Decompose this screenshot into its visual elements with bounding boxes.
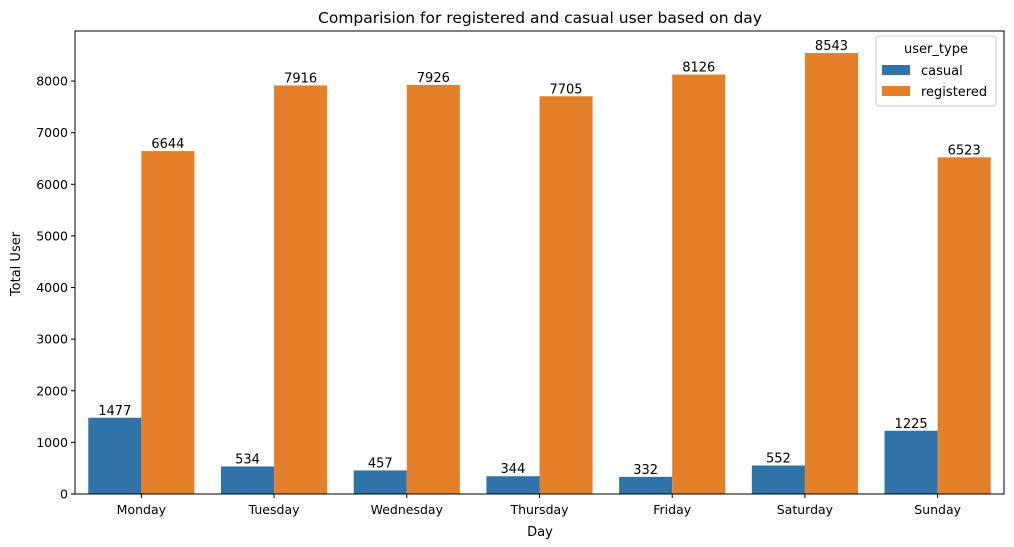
x-tick-label: Tuesday [248,502,300,517]
y-tick-label: 5000 [36,228,68,243]
chart-title: Comparision for registered and casual us… [318,9,762,27]
x-tick-label: Saturday [777,502,834,517]
legend-label-registered: registered [921,85,987,100]
x-tick-label: Thursday [509,502,569,517]
bar-value-label: 6523 [948,143,981,158]
y-tick-label: 8000 [36,74,68,89]
bar-casual-thursday [486,476,540,494]
bar-value-label: 552 [766,452,791,467]
bar-value-label: 332 [633,463,658,478]
bar-value-label: 1225 [895,417,928,432]
bar-casual-tuesday [220,466,275,494]
bar-value-label: 457 [368,456,393,471]
y-tick-label: 2000 [36,383,68,398]
bar-casual-sunday [884,430,938,494]
x-axis-title: Day [527,525,553,540]
bar-registered-friday [672,74,726,494]
x-tick-label: Wednesday [371,502,444,517]
legend-title: user_type [904,42,968,57]
legend-swatch-registered [882,86,910,96]
bar-value-label: 8543 [815,39,848,54]
bar-value-label: 6644 [151,137,184,152]
y-tick-label: 0 [60,487,68,502]
x-tick-label: Friday [653,502,691,517]
bar-registered-saturday [804,53,859,494]
bar-casual-monday [88,417,142,494]
x-tick-label: Monday [117,502,167,517]
plot-area: 1477 534 457 344 332 552 1225 6644 7916 7926 7705 8… [36,30,1005,517]
bar-registered-sunday [937,157,991,494]
bar-casual-saturday [751,465,805,494]
y-tick-label: 1000 [36,435,68,450]
y-tick-label: 6000 [36,177,68,192]
bar-registered-wednesday [406,84,460,494]
bar-value-label: 344 [501,462,526,477]
bar-value-label: 7926 [417,71,450,86]
y-tick-label: 3000 [36,332,68,347]
legend-swatch-casual [882,65,910,75]
y-tick-label: 4000 [36,280,68,295]
y-tick-label: 7000 [36,125,68,140]
x-tick-label: Sunday [914,502,961,517]
bar-registered-monday [141,151,195,494]
bar-casual-wednesday [353,470,407,494]
bar-value-label: 7916 [284,71,317,86]
y-axis-title: Total User [9,231,24,297]
legend-label-casual: casual [921,64,963,79]
bar-value-label: 534 [235,452,260,467]
bar-value-label: 1477 [98,404,131,419]
bar-registered-thursday [539,96,593,494]
bar-value-label: 7705 [549,82,582,97]
bar-casual-friday [619,476,673,494]
bar-value-label: 8126 [682,61,715,76]
bar-registered-tuesday [274,85,328,495]
